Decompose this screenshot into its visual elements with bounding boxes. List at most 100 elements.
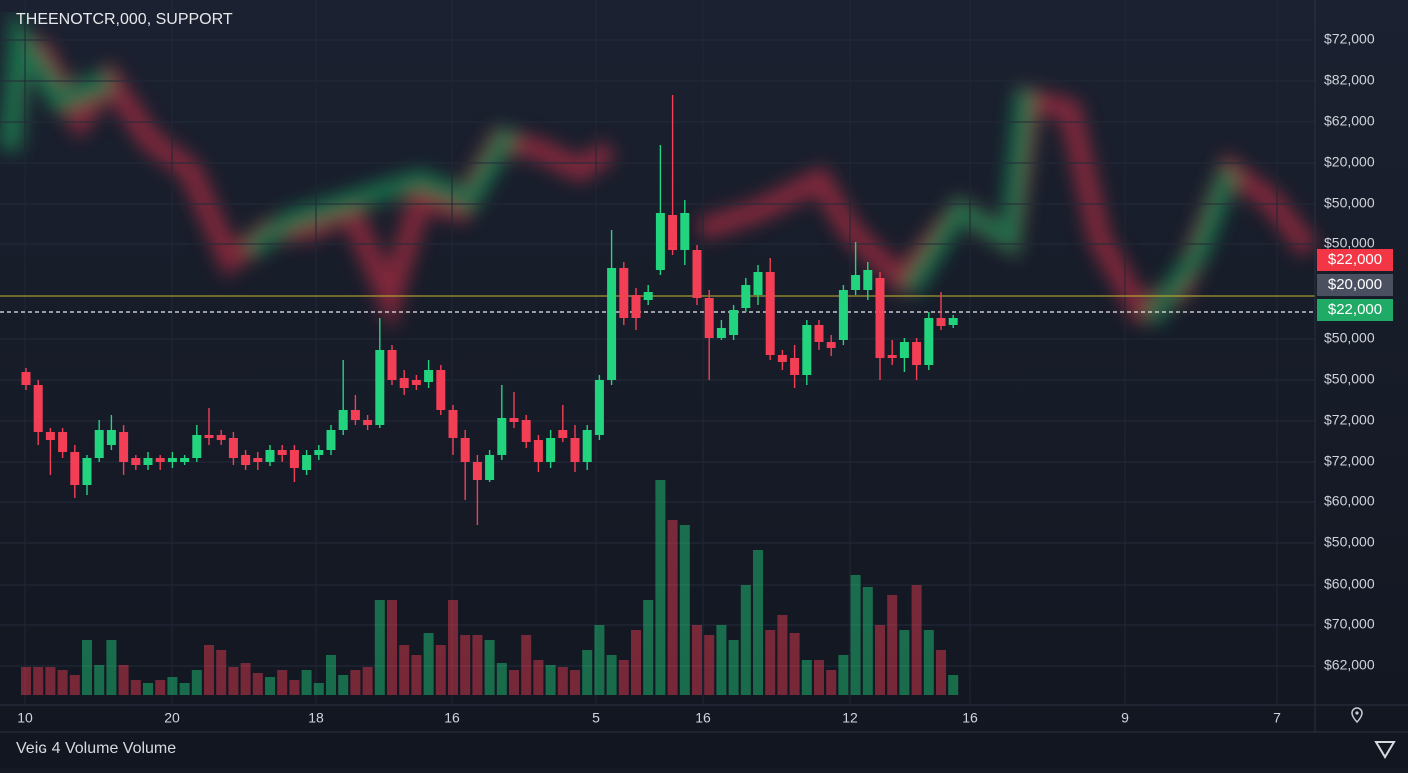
- candle-body: [509, 418, 519, 422]
- volume-bar: [643, 600, 654, 695]
- volume-bar: [875, 625, 885, 695]
- candle-body: [155, 458, 165, 462]
- candle-body: [863, 270, 873, 290]
- candle-body: [631, 295, 641, 318]
- volume-bar: [899, 630, 910, 695]
- volume-bar: [826, 670, 837, 695]
- candle-body: [729, 310, 739, 335]
- price-axis-label: $82,000: [1324, 72, 1375, 88]
- candle-body: [741, 285, 751, 308]
- candle-body: [119, 432, 129, 462]
- volume-bar: [850, 575, 861, 695]
- volume-bar: [57, 670, 68, 695]
- volume-bar: [106, 640, 117, 695]
- x-axis-label: 16: [695, 710, 711, 726]
- candle-body: [436, 370, 446, 410]
- candle-body: [253, 458, 263, 462]
- volume-bar: [118, 665, 129, 695]
- candle-body: [570, 438, 580, 462]
- candle-body: [887, 355, 897, 358]
- x-axis-label: 16: [962, 710, 978, 726]
- candle-body: [387, 350, 397, 380]
- candle-body: [302, 455, 312, 470]
- candle-body: [411, 380, 421, 385]
- candle-body: [277, 450, 287, 455]
- volume-bar: [533, 660, 544, 695]
- volume-bar: [521, 635, 532, 695]
- candle-body: [424, 370, 434, 382]
- candle-body: [607, 268, 617, 380]
- volume-bar: [631, 630, 641, 695]
- candle-body: [363, 420, 373, 425]
- candle-body: [338, 410, 348, 430]
- price-axis-label: $72,000: [1324, 31, 1375, 47]
- volume-bar: [923, 630, 934, 695]
- candle-body: [692, 250, 702, 298]
- candle-body: [765, 272, 775, 355]
- volume-bar: [545, 665, 556, 695]
- candle-body: [106, 430, 116, 445]
- candle-body: [716, 328, 726, 338]
- candle-body: [399, 378, 409, 388]
- dropdown-icon[interactable]: [1374, 741, 1396, 759]
- volume-bar: [240, 663, 251, 695]
- candle-body: [82, 458, 92, 485]
- candle-body: [826, 342, 836, 348]
- candle-body: [558, 430, 568, 438]
- volume-bar: [838, 655, 849, 695]
- volume-bar: [313, 683, 324, 695]
- candle-body: [924, 318, 934, 365]
- volume-bar: [753, 550, 763, 695]
- price-axis-label: $50,000: [1324, 235, 1375, 251]
- volume-bar: [350, 670, 361, 695]
- candle-body: [33, 385, 43, 432]
- price-axis-label: $72,000: [1324, 412, 1375, 428]
- candle-body: [936, 318, 946, 326]
- candle-body: [802, 325, 812, 375]
- volume-bar: [606, 655, 617, 695]
- x-axis-label: 12: [842, 710, 858, 726]
- volume-bar: [740, 585, 751, 695]
- volume-bar: [45, 667, 56, 695]
- volume-bar: [472, 635, 483, 695]
- price-tag: [1317, 249, 1393, 271]
- volume-bar: [338, 675, 349, 695]
- price-axis-label: $62,000: [1324, 113, 1375, 129]
- volume-bar: [155, 680, 166, 695]
- candle-body: [375, 350, 385, 425]
- price-tag-label: $22,000: [1328, 251, 1382, 268]
- volume-bar: [82, 640, 92, 695]
- volume-bar: [765, 630, 776, 695]
- candle-body: [167, 458, 177, 462]
- candle-body: [350, 410, 360, 420]
- location-icon[interactable]: [1351, 707, 1363, 724]
- candle-body: [643, 292, 653, 300]
- volume-bar: [33, 667, 44, 695]
- volume-bar: [692, 625, 702, 695]
- candle-body: [814, 325, 824, 342]
- candle-body: [45, 432, 55, 440]
- volume-bar: [448, 600, 458, 695]
- candle-body: [485, 455, 495, 480]
- volume-bar: [557, 667, 568, 695]
- x-axis-label: 16: [444, 710, 460, 726]
- volume-bar: [777, 615, 788, 695]
- volume-bar: [655, 480, 666, 695]
- volume-bar: [94, 665, 105, 695]
- candle-body: [70, 452, 80, 485]
- volume-bar: [191, 670, 202, 695]
- candle-body: [594, 380, 604, 435]
- volume-bar: [167, 677, 178, 695]
- volume-bar: [679, 525, 690, 695]
- price-tag: [1317, 274, 1393, 296]
- candle-body: [899, 342, 909, 358]
- price-tag-label: $20,000: [1328, 276, 1382, 293]
- x-axis-label: 20: [164, 710, 180, 726]
- volume-bar: [667, 520, 678, 695]
- volume-bar: [814, 660, 824, 695]
- price-axis-label: $50,000: [1324, 534, 1375, 550]
- candle-body: [460, 438, 470, 462]
- candle-body: [180, 458, 190, 462]
- candle-body: [472, 462, 482, 480]
